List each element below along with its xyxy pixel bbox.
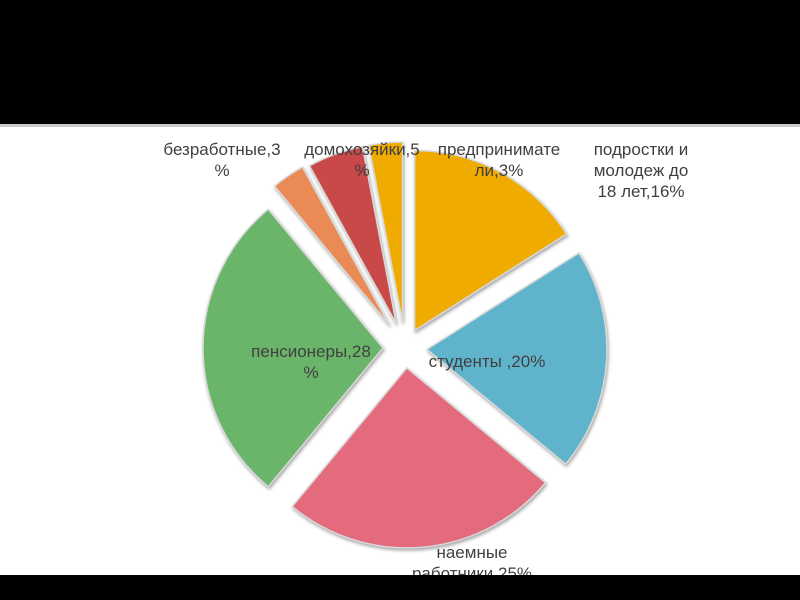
pie-slice-employees xyxy=(291,366,547,549)
data-label-line: % xyxy=(214,161,229,180)
pie-slice-students xyxy=(425,251,608,466)
pie-slice-unemployed xyxy=(273,166,390,326)
data-label-line: % xyxy=(303,363,318,382)
pie-slice-youth xyxy=(413,149,568,332)
data-label-line: домохозяйки,5 xyxy=(304,140,420,159)
bottom-band xyxy=(0,575,800,600)
data-label-line: 18 лет,16% xyxy=(597,182,684,201)
data-label-line: студенты ,20% xyxy=(429,352,546,371)
data-label-students: студенты ,20% xyxy=(429,352,546,371)
data-label-entrepreneurs: предпринимате ли,3% xyxy=(438,140,561,180)
panel-top-border xyxy=(0,124,800,127)
data-label-pensioners: пенсионеры,28% xyxy=(251,342,371,382)
data-label-line: ли,3% xyxy=(475,161,524,180)
data-label-line: подростки и xyxy=(594,140,689,159)
data-label-line: предпринимате xyxy=(438,140,561,159)
data-label-line: молодеж до xyxy=(594,161,689,180)
pie-labels: подростки и молодеж до 18 лет,16% студенты … xyxy=(163,140,688,583)
pie-slice-pensioners xyxy=(202,208,384,488)
pie-slices xyxy=(202,141,608,549)
pie-slice-entrepreneurs xyxy=(367,141,404,323)
data-label-housewives: домохозяйки,5% xyxy=(304,140,420,180)
data-label-line: наемные xyxy=(436,543,507,562)
data-label-unemployed: безработные,3% xyxy=(163,140,280,180)
pie-slice-housewives xyxy=(308,145,397,324)
data-label-youth: подростки и молодеж до 18 лет,16% xyxy=(594,140,689,201)
data-label-line: безработные,3 xyxy=(163,140,280,159)
data-label-line: пенсионеры,28 xyxy=(251,342,371,361)
data-label-line: % xyxy=(354,161,369,180)
